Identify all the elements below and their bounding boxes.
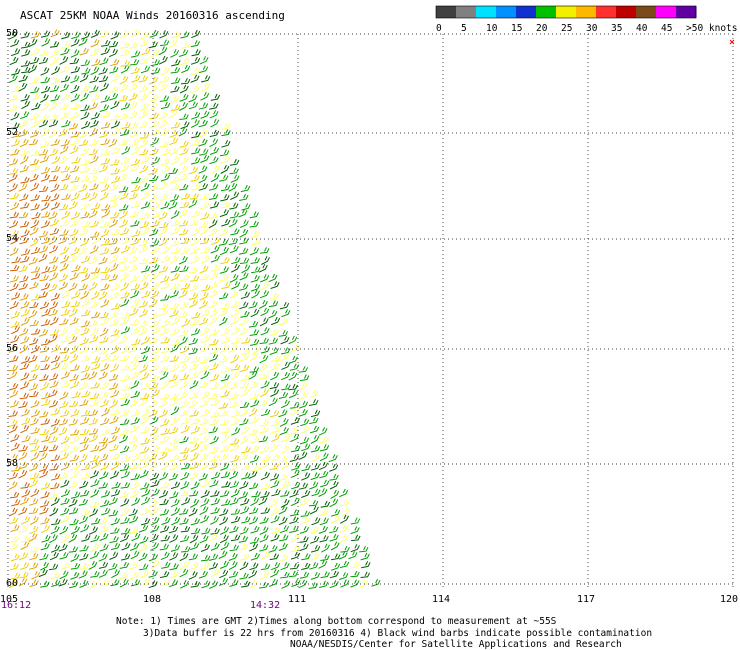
wind-barb-group-5 [8,173,61,517]
legend-swatch-9 [616,6,637,18]
time-label-mid: 14:32 [250,600,281,611]
legend-label-1: 5 [461,23,467,34]
legend-label-6: 30 [586,23,598,34]
lat-lon-grid [7,33,734,590]
lon-label-111: 111 [288,594,307,605]
lat-label-60: 60 [6,578,19,589]
wind-barb-group-2 [8,29,381,589]
legend-label-9: 45 [661,23,672,34]
corner-mark [729,39,735,45]
note-line-3: NOAA/NESDIS/Center for Satellite Applica… [290,639,622,650]
legend-swatch-2 [476,6,497,18]
legend-swatch-0 [436,6,457,18]
wind-barbs-layer [8,28,381,589]
legend-swatch-6 [556,6,577,18]
legend-swatch-8 [596,6,617,18]
lon-label-108: 108 [143,594,162,605]
lon-label-117: 117 [577,594,596,605]
legend-swatch-5 [536,6,557,18]
legend-border [435,5,697,19]
lat-label-58: 58 [6,458,19,469]
lon-label-120: 120 [720,594,739,605]
legend-label-2: 10 [486,23,498,34]
legend-label-3: 15 [511,23,522,34]
lat-label-52: 52 [6,127,19,138]
lon-label-114: 114 [432,594,451,605]
legend-swatch-3 [496,6,517,18]
wind-barb-group-4 [8,47,281,589]
wind-barb-group-0 [8,29,371,589]
lon-label-105: 105 [0,594,19,605]
lat-label-54: 54 [6,233,19,244]
time-label-start: 16:12 [1,600,32,611]
wind-barb-group-3 [8,28,369,589]
legend-label-10: >50 knots [686,23,737,34]
lat-label-50: 50 [6,28,19,39]
legend-label-8: 40 [636,23,648,34]
legend-label-7: 35 [611,23,622,34]
note-line-1: Note: 1) Times are GMT 2)Times along bot… [116,616,557,627]
legend-swatch-1 [456,6,477,18]
wind-barb-group-1 [8,29,121,588]
lat-label-56: 56 [6,343,19,354]
legend-label-5: 25 [561,23,572,34]
legend-label-0: 0 [436,23,442,34]
legend-label-4: 20 [536,23,548,34]
note-line-2: 3)Data buffer is 22 hrs from 20160316 4)… [143,628,653,639]
wind-speed-legend: 0 5 10 15 20 25 30 35 40 45 >50 knots [435,5,737,34]
legend-swatch-12 [676,6,697,18]
legend-swatch-11 [656,6,677,18]
legend-swatch-7 [576,6,597,18]
legend-swatch-4 [516,6,537,18]
map-title: ASCAT 25KM NOAA Winds 20160316 ascending [20,9,285,22]
legend-swatch-10 [636,6,657,18]
